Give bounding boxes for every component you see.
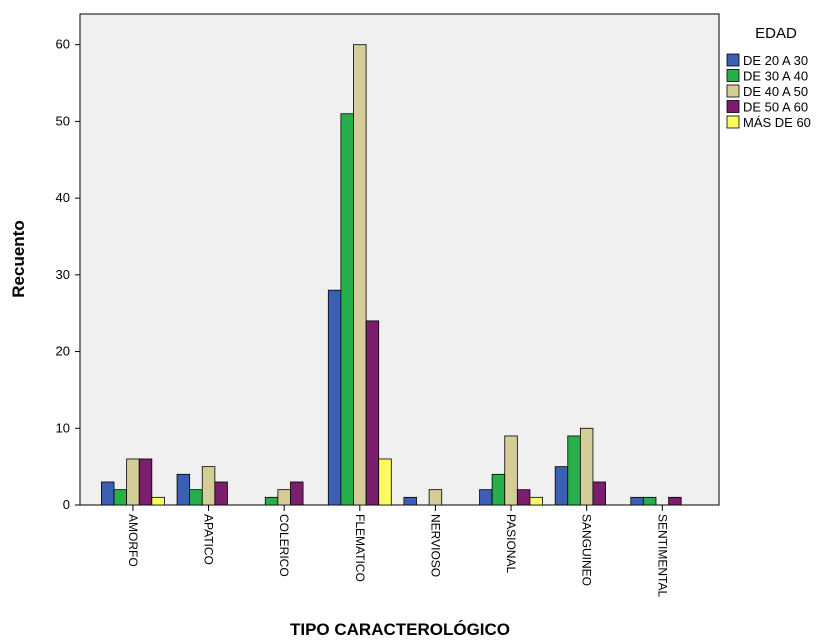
bar [642,496,657,506]
plot-area [79,13,720,506]
y-tick-label: 30 [56,267,70,282]
bar [189,489,203,506]
legend-swatch [726,53,740,67]
x-tick-label: COLERICO [277,514,291,577]
x-tick-label: APATICO [202,514,216,565]
bar [479,489,493,506]
bar [264,496,279,506]
x-tick-label: NERVIOSO [428,514,442,577]
bar [340,113,354,506]
y-tick-label: 40 [56,190,70,205]
x-axis-title: TIPO CARACTEROLÓGICO [290,620,510,639]
x-tick-label: PASIONAL [504,514,518,573]
bar [151,496,165,506]
bar [668,496,682,506]
bar [365,320,380,506]
legend-label: DE 30 A 40 [743,69,808,84]
legend-swatch [726,100,740,113]
x-axis: AMORFO APATICO COLERICO FLEMATICO NERVIOSO PA… [126,505,669,597]
bar [290,481,304,506]
bar [201,466,216,506]
y-tick-label: 50 [56,113,70,128]
bar [630,496,644,506]
bar [428,489,443,506]
bar [516,489,531,506]
bars [101,44,682,506]
legend-label: DE 20 A 30 [743,53,808,68]
x-tick-label: AMORFO [126,514,140,567]
legend-label: DE 40 A 50 [743,84,808,99]
bar [138,458,153,506]
bar [353,44,367,506]
legend-swatch [726,84,740,98]
bar [491,473,506,506]
bar [403,496,417,506]
bar [554,466,569,506]
y-tick-label: 10 [56,420,70,435]
bar [277,489,291,506]
bar [101,481,115,506]
legend-label: MÁS DE 60 [743,115,811,130]
y-tick-label: 60 [56,37,70,52]
legend-title: EDAD [755,25,797,42]
legend-swatch [726,115,740,129]
bar [529,496,543,506]
bar [378,458,392,506]
x-tick-label: SENTIMENTAL [655,514,669,597]
bar [113,489,128,506]
legend-swatch [726,69,740,82]
bar [504,435,518,506]
y-axis-title: Recuento [9,220,28,297]
bar [126,458,140,506]
bar [592,481,606,506]
x-tick-label: SANGUINEO [580,514,594,586]
bar [579,427,594,506]
x-tick-label: FLEMATICO [353,514,367,582]
y-tick-label: 20 [56,344,70,359]
bar [214,481,228,506]
y-axis: 0 10 20 30 40 50 60 [56,37,80,512]
legend-label: DE 50 A 60 [743,100,808,115]
y-tick-label: 0 [63,497,70,512]
bar [327,289,342,506]
bar [176,473,191,506]
bar [567,435,581,506]
